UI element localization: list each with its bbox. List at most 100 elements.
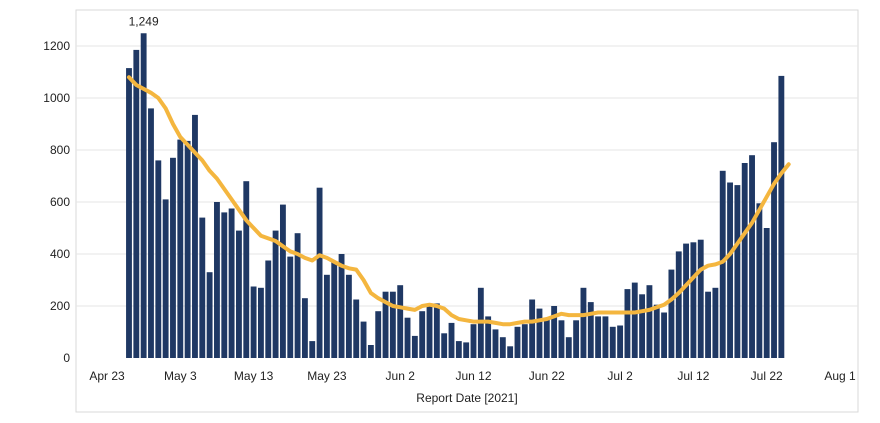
y-tick-label: 600 [50,195,70,209]
bar [433,303,440,358]
bar [323,274,330,358]
bar [719,170,726,358]
bar [653,304,660,358]
bar [133,49,140,359]
moving-average-series [126,75,791,327]
y-tick-label: 800 [50,143,70,157]
bar-series [126,33,785,359]
bar [675,251,682,358]
bar [492,329,499,358]
bar [646,285,653,358]
bar [236,230,242,358]
bar [441,333,448,358]
x-tick-label: May 13 [234,369,274,383]
x-tick-label: Jun 2 [386,369,416,383]
bar [573,320,580,358]
bar [741,163,748,358]
x-tick-label: Jun 22 [529,369,565,383]
x-tick-label: May 3 [164,369,197,383]
annotations: 1,249 [129,14,159,28]
bar [397,285,404,358]
bar [727,182,733,358]
bar [206,272,213,358]
bar [639,294,646,358]
bar [463,342,470,358]
bar [668,269,675,358]
bar [661,312,668,358]
x-tick-label: Apr 23 [89,369,125,383]
bar [763,228,770,358]
chart-frame [75,9,859,413]
bar [683,243,689,358]
bar [382,291,389,358]
bar [419,311,426,358]
bar [609,326,616,358]
bar [411,335,418,358]
bar [221,212,228,358]
bar [587,302,594,358]
bar [360,321,367,358]
bar [749,155,755,358]
bar [580,287,587,358]
y-tick-label: 400 [50,247,70,261]
bar [126,68,132,358]
bar [228,208,235,358]
bar [712,287,719,358]
bar [448,322,455,358]
bar [778,75,785,359]
bar [192,114,198,359]
bar [529,299,536,358]
bar [338,254,345,358]
bar [214,202,220,358]
bar [771,142,777,358]
bar [734,185,741,358]
bar [426,306,433,358]
bar [301,298,308,358]
bar [617,325,624,358]
x-axis-ticks: Apr 23 May 3 May 13 May 23 Jun 2 Jun 12 Jun 22… [89,369,856,383]
bar [331,261,338,358]
bar [243,181,250,358]
bar [690,242,697,358]
bar [148,108,154,359]
bar [184,140,191,358]
bar [155,160,162,358]
bar [265,260,272,358]
bar [756,203,763,358]
bar [705,291,711,358]
bar [294,233,301,358]
bar [631,282,638,358]
bar [565,337,572,358]
x-tick-label: Aug 1 [824,369,856,383]
x-tick-label: May 23 [307,369,347,383]
y-tick-label: 0 [63,351,70,365]
bar [595,316,602,358]
x-tick-label: Jul 2 [607,369,633,383]
bar [507,346,514,358]
bar [558,320,565,358]
data-label: 1,249 [129,14,159,28]
bar [199,217,206,358]
y-axis-ticks: 0 200 400 600 800 1000 1200 [43,39,70,365]
bar [697,239,704,358]
bar [455,341,462,358]
bar [250,286,257,358]
x-tick-label: Jul 22 [751,369,783,383]
bar [170,157,176,358]
bar [162,199,169,358]
y-tick-label: 1200 [43,39,70,53]
bar [499,337,506,358]
bar [353,299,360,358]
bar [389,291,396,358]
bar [258,287,264,358]
y-tick-label: 200 [50,299,70,313]
bar [279,204,286,358]
bar [316,187,323,358]
bar [367,345,374,358]
bar [287,256,294,358]
bar [485,316,492,358]
bar [272,230,279,358]
bar [521,324,528,358]
bar [543,319,550,358]
bar [536,308,543,358]
